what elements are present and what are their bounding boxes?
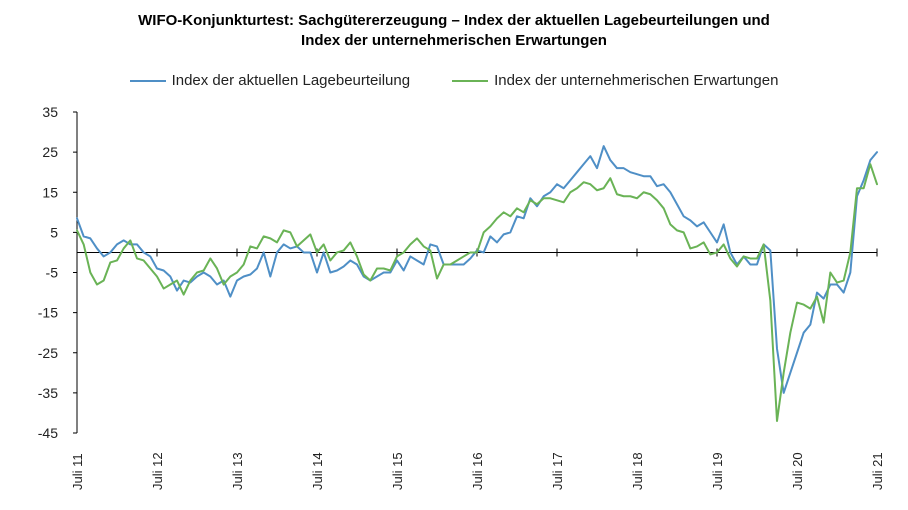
x-tick-label: Juli 18 [630,452,645,490]
y-tick-label: -35 [38,385,58,401]
series-line-lagebeurteilung [76,145,878,394]
y-tick-label: 5 [50,224,58,240]
series-line-erwartungen [76,163,878,422]
x-tick-label: Juli 17 [550,452,565,490]
x-tick-label: Juli 12 [150,452,165,490]
x-tick-label: Juli 15 [390,452,405,490]
x-tick-label: Juli 19 [710,452,725,490]
x-tick-label: Juli 21 [870,452,885,490]
legend-swatch-erwartungen [452,79,489,82]
legend-label-erwartungen: Index der unternehmerischen Erwartungen [494,72,779,89]
legend-swatch-lage [129,79,166,82]
legend-item-lage: Index der aktuellen Lagebeurteilung [129,72,411,89]
x-tick-label: Juli 20 [790,452,805,490]
y-tick-label: -15 [38,305,58,321]
chart-title: WIFO-Konjunkturtest: Sachgütererzeugung … [138,12,770,29]
y-tick-label: 35 [42,104,58,120]
chart-subtitle: Index der unternehmerischen Erwartungen [301,32,607,49]
x-tick-label: Juli 11 [70,453,85,490]
legend-label-lage: Index der aktuellen Lagebeurteilung [171,72,411,89]
legend-item-erwartungen: Index der unternehmerischen Erwartungen [452,72,778,89]
x-tick-label: Juli 13 [230,452,245,490]
y-tick-label: -25 [38,345,58,361]
legend: Index der aktuellen Lagebeurteilung Inde… [0,72,908,89]
y-tick-label: -5 [46,265,59,281]
x-tick-label: Juli 14 [310,452,325,490]
y-tick-label: 15 [42,184,58,200]
y-tick-label: 25 [42,144,58,160]
x-tick-label: Juli 16 [470,452,485,490]
y-tick-label: -45 [38,425,58,441]
